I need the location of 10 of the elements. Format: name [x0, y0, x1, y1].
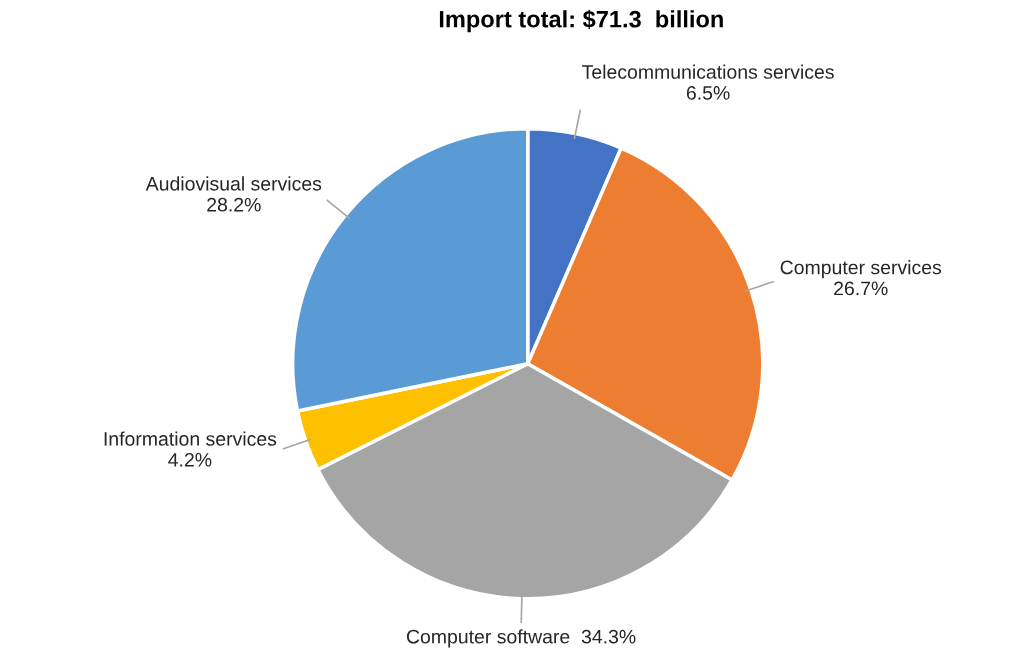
data-label: 28.2% [207, 197, 261, 212]
slice-label: Computer software 34.3% [406, 629, 636, 648]
data-label: 6.5% [686, 86, 730, 100]
chart-title: Import total: $71.3 billion [439, 9, 723, 33]
slice-label: Information services [104, 431, 277, 446]
slice-label: Audiovisual services [145, 176, 322, 191]
data-label: 4.2% [168, 452, 212, 467]
slice-label: Computer services [780, 260, 942, 279]
data-label: 26.7% [834, 281, 888, 296]
slice-label: Telecommunications services [582, 64, 834, 79]
